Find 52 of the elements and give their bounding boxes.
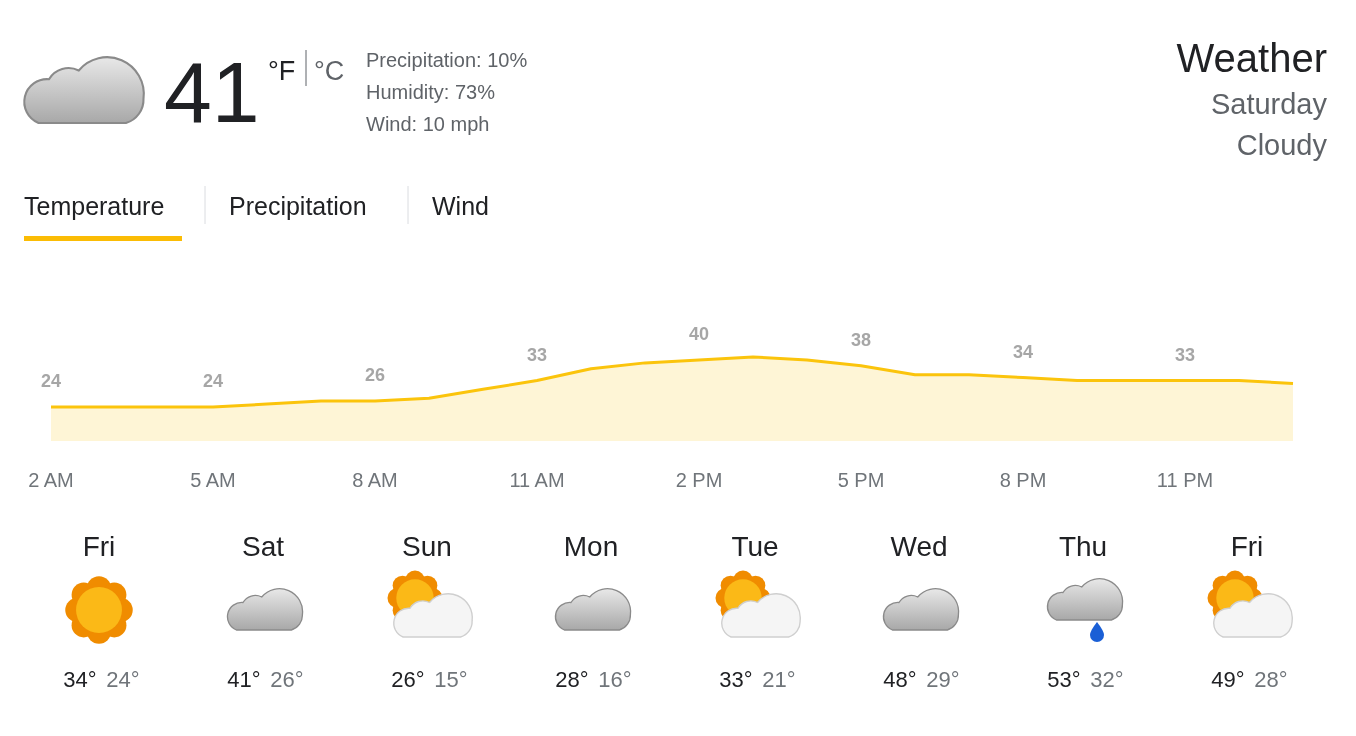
data-label: 24 [40, 371, 62, 391]
category-label: Sat [241, 531, 285, 562]
text: Wind [432, 192, 489, 220]
data-label: 53° [1047, 667, 1081, 692]
data-label: 34° [63, 667, 97, 692]
x-tick-label: 8 PM [999, 469, 1047, 491]
data-label: 26° [270, 667, 304, 692]
x-tick-label: 8 AM [352, 469, 398, 491]
text: 41 [164, 44, 260, 140]
text: Weather [1176, 36, 1327, 80]
category-label: Tue [731, 531, 779, 562]
data-label: 26° [391, 667, 425, 692]
text: Saturday [1210, 88, 1328, 120]
data-label: 33 [526, 344, 548, 365]
text: °F [268, 56, 296, 86]
category-label: Sun [402, 531, 452, 562]
text: Precipitation [229, 192, 367, 220]
x-tick-label: 11 AM [509, 469, 565, 491]
x-tick-label: 11 PM [1156, 469, 1214, 491]
data-label: 24 [202, 371, 224, 391]
data-label: 24° [106, 667, 140, 692]
text: Cloudy [1236, 129, 1328, 161]
category-label: Wed [890, 531, 948, 562]
text: Precipitation: 10% [366, 49, 528, 71]
category-label: Thu [1058, 531, 1108, 562]
data-label: 29° [926, 667, 960, 692]
data-label: 21° [762, 667, 796, 692]
x-tick-label: 5 AM [190, 469, 236, 491]
x-tick-label: 5 PM [837, 469, 885, 491]
x-tick-label: 2 AM [28, 469, 74, 491]
data-label: 16° [598, 667, 632, 692]
data-label: 34 [1012, 341, 1034, 362]
data-label: 41° [227, 667, 261, 692]
category-label: Fri [1230, 531, 1264, 562]
data-label: 40 [688, 323, 710, 344]
x-tick-label: 2 PM [675, 469, 723, 491]
data-label: 26 [364, 365, 386, 386]
data-label: 49° [1211, 667, 1245, 692]
text: Temperature [24, 192, 165, 220]
data-label: 15° [434, 667, 468, 692]
data-label: 33 [1174, 344, 1196, 365]
data-label: 28° [1254, 667, 1288, 692]
category-label: Mon [563, 531, 619, 562]
data-label: 38 [850, 329, 872, 350]
data-label: 33° [719, 667, 753, 692]
data-label: 32° [1090, 667, 1124, 692]
text: °C [314, 56, 345, 86]
text: Wind: 10 mph [366, 113, 490, 135]
category-label: Fri [82, 531, 116, 562]
text: Humidity: 73% [366, 81, 496, 103]
data-label: 28° [555, 667, 589, 692]
data-label: 48° [883, 667, 917, 692]
